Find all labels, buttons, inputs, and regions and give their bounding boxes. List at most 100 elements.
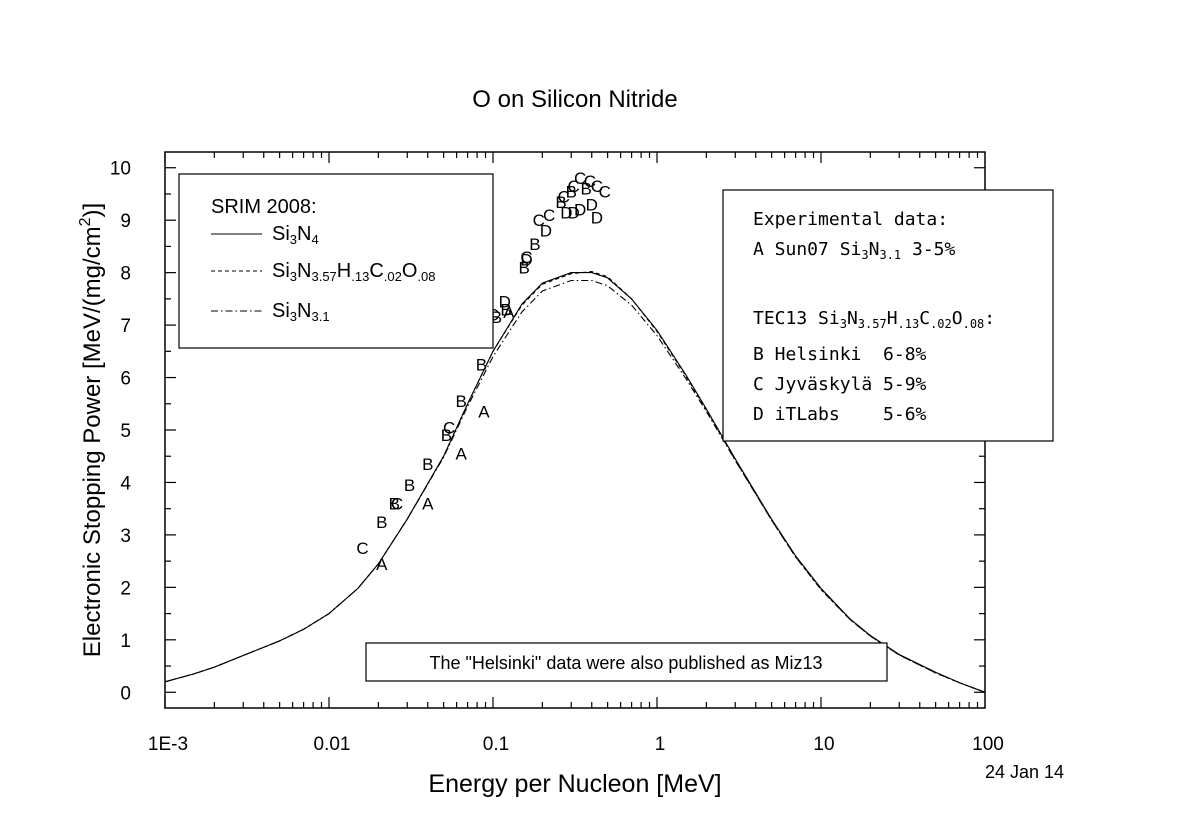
formula-subscript: 3.1 (311, 309, 329, 324)
data-point-b: B (441, 426, 452, 445)
data-point-d: D (560, 203, 572, 222)
data-point-d: D (586, 195, 598, 214)
y-tick-label: 0 (120, 683, 131, 704)
data-point-b: B (422, 455, 433, 474)
formula-text: O (952, 308, 963, 329)
data-point-c: C (533, 211, 545, 230)
formula-text: O (402, 260, 418, 282)
note-box: The "Helsinki" data were also published … (365, 642, 888, 682)
experimental-legend-box (722, 189, 1054, 442)
formula-subscript: 3 (861, 248, 868, 262)
y-tick-label: 8 (120, 264, 131, 285)
data-point-b: B (404, 476, 415, 495)
formula-text: H (337, 260, 351, 282)
experimental-legend-sun07: A Sun07 Si3N3.1 3-5% (753, 239, 955, 262)
data-point-c: C (543, 206, 555, 225)
x-tick-label: 100 (972, 734, 1004, 755)
y-tick-label: 10 (110, 159, 131, 180)
y-axis-label-main: Electronic Stopping Power [MeV/(mg/cm (79, 226, 106, 657)
experimental-legend-jyvaskyla: C Jyväskylä 5-9% (753, 374, 927, 395)
date-stamp: 24 Jan 14 (985, 762, 1064, 782)
data-point-b: B (519, 258, 530, 277)
y-tick-label: 3 (120, 526, 131, 547)
formula-subscript: 3 (290, 309, 297, 324)
y-tick-label: 7 (120, 316, 131, 337)
formula-subscript: .02 (930, 317, 952, 331)
data-point-c: C (599, 182, 611, 201)
y-tick-label: 6 (120, 369, 131, 390)
data-point-b: B (566, 182, 577, 201)
y-tick-label: 9 (120, 211, 131, 232)
formula-subscript: 3 (290, 232, 297, 247)
series-line (164, 279, 986, 693)
x-axis-label: Energy per Nucleon [MeV] (428, 770, 721, 798)
formula-subscript: .13 (351, 269, 369, 284)
data-point-d: D (499, 292, 511, 311)
x-tick-label: 0.01 (314, 734, 351, 755)
formula-text: A Sun07 Si (753, 239, 861, 260)
formula-subscript: 3.57 (858, 317, 887, 331)
data-point-b: B (376, 513, 387, 532)
formula-text: N (297, 223, 311, 245)
data-point-b: B (476, 355, 487, 374)
formula-text: Si (272, 300, 290, 322)
experimental-legend-tec13: TEC13 Si3N3.57H.13C.02O.08: (753, 308, 995, 331)
srim-legend-heading: SRIM 2008: (211, 196, 317, 218)
data-point-b: B (456, 392, 467, 411)
formula-text: N (869, 239, 880, 260)
data-point-c: C (574, 169, 586, 188)
data-point-c: C (356, 539, 368, 558)
formula-text: : (984, 308, 995, 329)
x-tick-label: 10 (813, 734, 834, 755)
data-point-a: A (478, 403, 490, 422)
formula-subscript: 3 (840, 317, 847, 331)
formula-subscript: .08 (417, 269, 435, 284)
formula-text: 3-5% (901, 239, 955, 260)
formula-subscript: 3.1 (879, 248, 901, 262)
data-point-b: B (529, 235, 540, 254)
formula-text: C (369, 260, 383, 282)
experimental-legend-helsinki: B Helsinki 6-8% (753, 344, 927, 365)
y-axis-label-sup: 2 (77, 217, 94, 226)
formula-text: TEC13 Si (753, 308, 840, 329)
formula-subscript: 3 (290, 269, 297, 284)
data-point-a: A (503, 303, 515, 322)
note-text: The "Helsinki" data were also published … (430, 653, 823, 673)
formula-subscript: .02 (384, 269, 402, 284)
formula-subscript: .13 (898, 317, 920, 331)
srim-legend-label: Si3N3.1 (272, 300, 330, 324)
data-point-c: C (591, 177, 603, 196)
y-tick-label: 5 (120, 421, 131, 442)
srim-legend-box (178, 173, 494, 349)
data-point-b: B (555, 193, 566, 212)
data-point-c: C (584, 172, 596, 191)
note-box-frame (365, 642, 888, 682)
data-point-d: D (567, 203, 579, 222)
data-point-c: C (520, 248, 532, 267)
formula-subscript: .08 (963, 317, 985, 331)
data-point-b: B (581, 180, 592, 199)
formula-text: N (847, 308, 858, 329)
srim-legend: SRIM 2008: Si3N4Si3N3.57H.13C.02O.08Si3N… (178, 173, 494, 349)
formula-text: N (297, 300, 311, 322)
formula-text: Si (272, 260, 290, 282)
data-point-b: B (500, 300, 511, 319)
formula-text: N (297, 260, 311, 282)
x-tick-label: 1 (655, 734, 666, 755)
data-point-a: A (422, 494, 434, 513)
data-point-c: C (567, 177, 579, 196)
data-point-d: D (574, 201, 586, 220)
chart-title: O on Silicon Nitride (472, 86, 677, 113)
formula-subscript: 4 (311, 232, 318, 247)
formula-text: H (887, 308, 898, 329)
data-point-c: C (558, 188, 570, 207)
data-point-a: A (456, 445, 468, 464)
y-tick-label: 2 (120, 578, 131, 599)
y-tick-label: 4 (120, 473, 131, 494)
y-axis-label: Electronic Stopping Power [MeV/(mg/cm2)] (77, 203, 106, 657)
data-point-c: C (443, 418, 455, 437)
y-tick-label: 1 (120, 631, 131, 652)
data-point-d: D (520, 251, 532, 270)
formula-subscript: 3.57 (311, 269, 336, 284)
x-tick-label: 1E-3 (148, 734, 188, 755)
